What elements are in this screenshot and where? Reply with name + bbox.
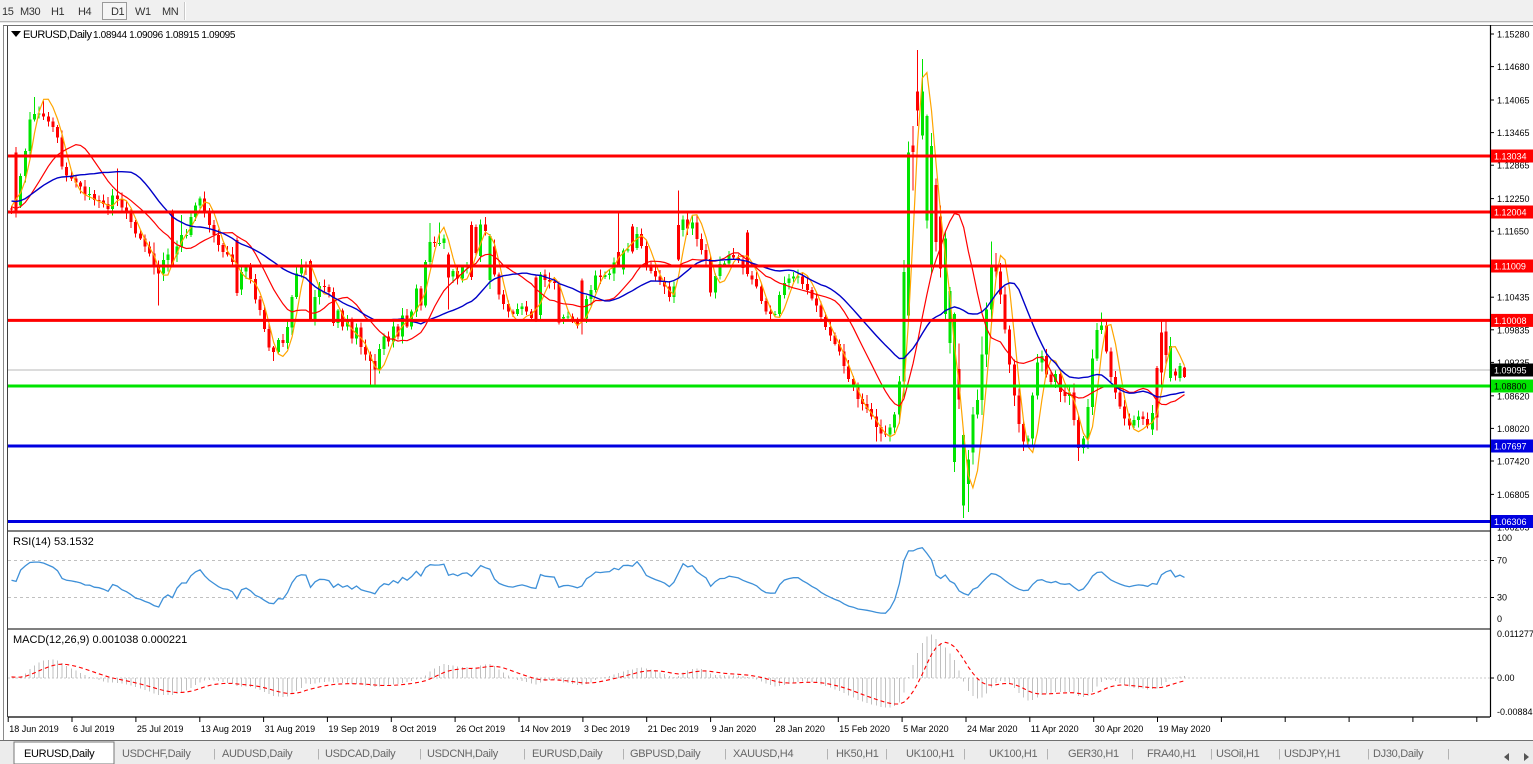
svg-text:1.12865: 1.12865 <box>1497 161 1530 171</box>
svg-text:UK100,H1: UK100,H1 <box>906 748 955 760</box>
svg-text:100: 100 <box>1497 533 1512 543</box>
svg-text:|: | <box>1367 748 1370 760</box>
svg-text:1.12250: 1.12250 <box>1497 194 1530 204</box>
svg-text:1.13034: 1.13034 <box>1494 152 1527 162</box>
svg-text:1.08800: 1.08800 <box>1494 382 1527 392</box>
svg-text:11 Apr 2020: 11 Apr 2020 <box>1031 724 1079 734</box>
svg-text:|: | <box>1131 748 1134 760</box>
svg-text:3 Dec 2019: 3 Dec 2019 <box>584 724 630 734</box>
svg-text:EURUSD,Daily: EURUSD,Daily <box>23 29 93 41</box>
svg-text:|: | <box>1210 748 1213 760</box>
svg-text:15: 15 <box>2 6 14 18</box>
svg-text:HK50,H1: HK50,H1 <box>836 748 879 760</box>
svg-text:31 Aug 2019: 31 Aug 2019 <box>265 724 316 734</box>
svg-text:|: | <box>724 748 727 760</box>
svg-text:70: 70 <box>1497 556 1507 566</box>
svg-text:1.09235: 1.09235 <box>1497 358 1530 368</box>
svg-text:1.14065: 1.14065 <box>1497 96 1530 106</box>
svg-text:|: | <box>826 748 829 760</box>
svg-text:1.11009: 1.11009 <box>1494 262 1526 272</box>
svg-text:1.11650: 1.11650 <box>1497 227 1529 237</box>
svg-text:26 Oct 2019: 26 Oct 2019 <box>456 724 505 734</box>
svg-text:1.12004: 1.12004 <box>1494 208 1527 218</box>
svg-text:|: | <box>1447 748 1450 760</box>
svg-text:|: | <box>213 748 216 760</box>
svg-text:RSI(14) 53.1532: RSI(14) 53.1532 <box>13 536 94 548</box>
svg-text:MN: MN <box>162 6 179 18</box>
svg-text:H1: H1 <box>51 6 65 18</box>
svg-text:|: | <box>419 748 422 760</box>
svg-text:1.07420: 1.07420 <box>1497 457 1530 467</box>
svg-text:|: | <box>1046 748 1049 760</box>
svg-text:USDCNH,Daily: USDCNH,Daily <box>427 748 499 760</box>
svg-text:|: | <box>523 748 526 760</box>
svg-text:0.011277: 0.011277 <box>1497 629 1533 639</box>
svg-text:28 Jan 2020: 28 Jan 2020 <box>775 724 825 734</box>
svg-text:18 Jun 2019: 18 Jun 2019 <box>9 724 59 734</box>
svg-text:1.08020: 1.08020 <box>1497 424 1530 434</box>
svg-text:19 May 2020: 19 May 2020 <box>1159 724 1211 734</box>
svg-text:1.13465: 1.13465 <box>1497 128 1530 138</box>
svg-text:1.09835: 1.09835 <box>1497 325 1530 335</box>
svg-text:W1: W1 <box>135 6 151 18</box>
svg-text:6 Jul 2019: 6 Jul 2019 <box>73 724 115 734</box>
svg-text:1.15280: 1.15280 <box>1497 30 1530 40</box>
svg-text:13 Aug 2019: 13 Aug 2019 <box>201 724 252 734</box>
svg-text:AUDUSD,Daily: AUDUSD,Daily <box>222 748 293 760</box>
svg-text:24 Mar 2020: 24 Mar 2020 <box>967 724 1018 734</box>
svg-text:1.10435: 1.10435 <box>1497 293 1530 303</box>
svg-text:|: | <box>622 748 625 760</box>
svg-text:XAUUSD,H4: XAUUSD,H4 <box>733 748 793 760</box>
svg-text:0.00: 0.00 <box>1497 673 1515 683</box>
svg-text:|: | <box>963 748 966 760</box>
svg-text:FRA40,H1: FRA40,H1 <box>1147 748 1196 760</box>
svg-text:1.08944 1.09096 1.08915 1.0909: 1.08944 1.09096 1.08915 1.09095 <box>93 30 236 41</box>
svg-text:0: 0 <box>1497 614 1502 624</box>
svg-text:H4: H4 <box>78 6 92 18</box>
svg-text:USDCAD,Daily: USDCAD,Daily <box>325 748 396 760</box>
svg-text:MACD(12,26,9) 0.001038 0.00022: MACD(12,26,9) 0.001038 0.000221 <box>13 634 187 646</box>
svg-text:30 Apr 2020: 30 Apr 2020 <box>1095 724 1144 734</box>
svg-text:USDJPY,H1: USDJPY,H1 <box>1284 748 1341 760</box>
svg-text:|: | <box>317 748 320 760</box>
svg-text:GER30,H1: GER30,H1 <box>1068 748 1119 760</box>
svg-text:|: | <box>885 748 888 760</box>
svg-text:19 Sep 2019: 19 Sep 2019 <box>328 724 379 734</box>
svg-text:1.06306: 1.06306 <box>1494 517 1527 527</box>
svg-text:UK100,H1: UK100,H1 <box>989 748 1038 760</box>
svg-text:9 Jan 2020: 9 Jan 2020 <box>712 724 757 734</box>
svg-text:-0.008845: -0.008845 <box>1497 707 1533 717</box>
svg-text:USDCHF,Daily: USDCHF,Daily <box>122 748 191 760</box>
svg-text:GBPUSD,Daily: GBPUSD,Daily <box>630 748 701 760</box>
svg-text:1.09095: 1.09095 <box>1494 366 1527 376</box>
svg-text:EURUSD,Daily: EURUSD,Daily <box>532 748 603 760</box>
svg-text:1.06805: 1.06805 <box>1497 490 1530 500</box>
svg-text:D1: D1 <box>111 6 125 18</box>
svg-text:5 Mar 2020: 5 Mar 2020 <box>903 724 949 734</box>
svg-text:25 Jul 2019: 25 Jul 2019 <box>137 724 184 734</box>
svg-text:14 Nov 2019: 14 Nov 2019 <box>520 724 571 734</box>
svg-text:1.14680: 1.14680 <box>1497 62 1530 72</box>
svg-text:30: 30 <box>1497 593 1507 603</box>
svg-text:1.08620: 1.08620 <box>1497 391 1530 401</box>
svg-text:21 Dec 2019: 21 Dec 2019 <box>648 724 699 734</box>
svg-text:|: | <box>1278 748 1281 760</box>
svg-text:DJ30,Daily: DJ30,Daily <box>1373 748 1424 760</box>
svg-text:8 Oct 2019: 8 Oct 2019 <box>392 724 436 734</box>
svg-text:15 Feb 2020: 15 Feb 2020 <box>839 724 890 734</box>
svg-text:EURUSD,Daily: EURUSD,Daily <box>24 748 95 760</box>
svg-text:1.10008: 1.10008 <box>1494 316 1527 326</box>
svg-text:1.07697: 1.07697 <box>1494 442 1527 452</box>
svg-text:M30: M30 <box>20 6 40 18</box>
svg-text:USOil,H1: USOil,H1 <box>1216 748 1260 760</box>
